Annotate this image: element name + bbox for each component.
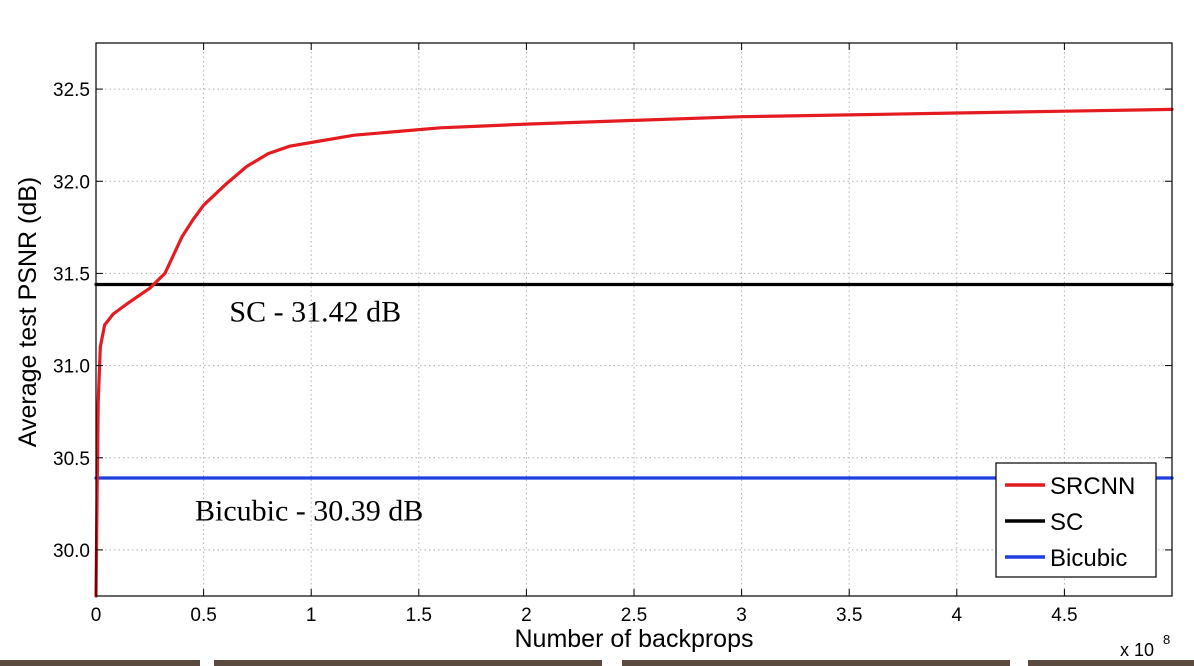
annotation-layer: SC - 31.42 dB Bicubic - 30.39 dB xyxy=(195,295,423,527)
x-tick-label: 0 xyxy=(91,605,102,626)
x-axis-multiplier: x 10 8 xyxy=(1120,632,1170,660)
x-tick-label: 4 xyxy=(952,605,963,626)
y-tick-label: 32.0 xyxy=(53,172,90,193)
x-tick-label: 2.5 xyxy=(621,605,647,626)
legend: SRCNN SC Bicubic xyxy=(995,462,1157,578)
x-tick-label: 1.5 xyxy=(406,605,432,626)
grid-layer xyxy=(96,43,1172,596)
x-tick-label: 2 xyxy=(521,605,532,626)
series-layer xyxy=(94,107,1174,598)
x-tick-label: 4.5 xyxy=(1051,605,1077,626)
annotation-label: Bicubic - 30.39 dB xyxy=(195,494,423,527)
ticks-layer: 0 0.5 1 1.5 2 2.5 3 3.5 4 4.5 30.0 30.5 31.0 31.5 32.0… xyxy=(53,43,1172,626)
y-tick-label: 31.5 xyxy=(53,264,90,285)
y-axis-label: Average test PSNR (dB) xyxy=(14,177,42,447)
x-multiplier-exponent: 8 xyxy=(1163,632,1170,647)
x-tick-label: 3.5 xyxy=(836,605,862,626)
x-tick-label: 0.5 xyxy=(190,605,216,626)
y-tick-label: 31.0 xyxy=(53,357,90,378)
legend-label-sc: SC xyxy=(1050,509,1083,536)
x-tick-label: 1 xyxy=(306,605,317,626)
bottom-image-strip xyxy=(0,660,1194,666)
x-multiplier-base: x 10 xyxy=(1120,640,1154,660)
y-tick-label: 32.5 xyxy=(53,80,90,101)
x-tick-label: 3 xyxy=(736,605,747,626)
y-tick-label: 30.0 xyxy=(53,541,90,562)
legend-label-bicubic: Bicubic xyxy=(1050,545,1127,572)
y-tick-label: 30.5 xyxy=(53,449,90,470)
legend-label-srcnn: SRCNN xyxy=(1050,473,1135,500)
annotation-label: SC - 31.42 dB xyxy=(229,295,401,328)
x-axis-label: Number of backprops xyxy=(514,625,753,653)
series-line-srcnn xyxy=(94,107,1174,598)
